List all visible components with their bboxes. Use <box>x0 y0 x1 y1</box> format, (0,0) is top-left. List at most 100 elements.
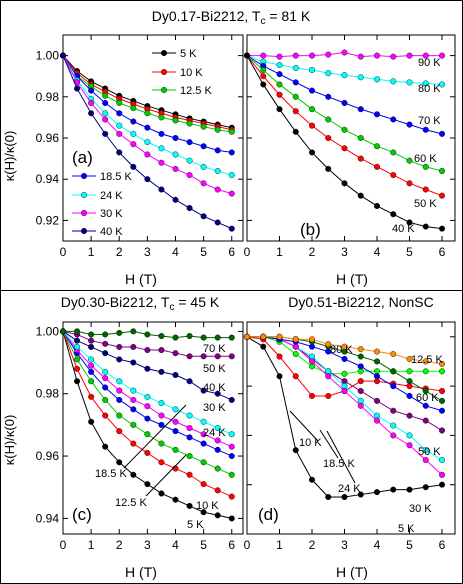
series-annotation: 80 K <box>418 83 441 95</box>
x-tick-label: 6 <box>228 538 235 552</box>
data-point <box>292 108 299 115</box>
data-point <box>158 145 165 152</box>
data-point <box>374 397 381 404</box>
series-line <box>246 55 443 85</box>
plot-frame <box>62 34 244 242</box>
data-point <box>374 489 381 496</box>
x-tick-label: 0 <box>60 538 67 552</box>
data-point <box>214 334 221 341</box>
legend-label: 10 K <box>180 67 203 79</box>
data-point <box>390 407 397 414</box>
data-point <box>116 459 123 466</box>
data-point <box>144 431 151 438</box>
data-point <box>357 388 364 395</box>
chart-panel-2: 0 1 2 3 4 5 6 0.94 0.96 0.98 1.00 (c) 5 K 10 K 12.5 K 1… <box>36 321 244 552</box>
panel-label: (d) <box>258 505 279 524</box>
data-point <box>406 378 413 385</box>
x-tick-label: 0 <box>244 538 251 552</box>
data-point <box>88 418 95 425</box>
data-point <box>200 334 207 341</box>
data-point <box>158 440 165 447</box>
y-tick-label: 0.92 <box>36 213 60 227</box>
data-point <box>186 157 193 164</box>
data-point <box>102 110 109 117</box>
x-tick-label: 3 <box>144 245 151 259</box>
data-point <box>130 406 137 413</box>
data-point <box>172 496 179 503</box>
data-point <box>102 99 109 106</box>
data-point <box>228 190 235 197</box>
series-line <box>246 55 443 135</box>
data-point <box>116 396 123 403</box>
data-point <box>172 151 179 158</box>
data-point <box>406 121 413 128</box>
data-point <box>406 368 413 375</box>
series-annotation: 90 K <box>418 57 441 69</box>
data-point <box>88 337 95 344</box>
data-point <box>422 80 429 87</box>
x-tick-label: 1 <box>276 538 283 552</box>
series-annotation: 5 K <box>398 523 415 535</box>
data-point <box>341 99 348 106</box>
data-point <box>158 347 165 354</box>
data-point <box>116 428 123 435</box>
data-point <box>390 53 397 60</box>
data-point <box>374 202 381 209</box>
data-point <box>214 437 221 444</box>
data-point <box>144 403 151 410</box>
series-annotation: 12.5 K <box>115 497 147 509</box>
data-point <box>116 122 123 129</box>
data-point <box>130 328 137 335</box>
data-point <box>276 53 283 60</box>
data-point <box>374 52 381 59</box>
data-point <box>390 78 397 85</box>
data-point <box>292 52 299 59</box>
data-point <box>214 186 221 193</box>
data-point <box>406 79 413 86</box>
xlabel-a: H (T) <box>125 271 157 287</box>
data-point <box>214 353 221 360</box>
data-point <box>200 481 207 488</box>
data-point <box>116 99 123 106</box>
data-point <box>88 378 95 385</box>
data-point <box>243 52 250 59</box>
legend-marker <box>80 209 87 216</box>
data-point <box>374 143 381 150</box>
data-point <box>325 70 332 77</box>
data-point <box>102 350 109 357</box>
data-point <box>406 157 413 164</box>
data-point <box>200 163 207 170</box>
ylabel-bottom: κ(H)/κ(0) <box>2 415 17 466</box>
data-point <box>309 358 316 365</box>
data-point <box>130 130 137 137</box>
data-point <box>439 52 446 59</box>
legend-marker <box>80 172 87 179</box>
data-point <box>276 71 283 78</box>
data-point <box>172 334 179 341</box>
data-point <box>309 122 316 129</box>
data-point <box>172 446 179 453</box>
data-point <box>276 61 283 68</box>
x-tick-label: 4 <box>172 538 179 552</box>
data-point <box>186 353 193 360</box>
data-point <box>158 421 165 428</box>
data-point <box>144 449 151 456</box>
x-tick-label: 2 <box>116 245 123 259</box>
data-point <box>130 118 137 125</box>
data-point <box>186 139 193 146</box>
ylabel-top: κ(H)/κ(0) <box>2 131 17 182</box>
data-point <box>325 134 332 141</box>
data-point <box>172 372 179 379</box>
data-point <box>228 515 235 522</box>
x-tick-label: 4 <box>374 245 381 259</box>
data-point <box>186 120 193 127</box>
panel-label: (c) <box>72 505 92 524</box>
x-tick-label: 4 <box>374 538 381 552</box>
data-point <box>390 422 397 429</box>
data-point <box>439 397 446 404</box>
data-point <box>158 459 165 466</box>
data-point <box>158 159 165 166</box>
data-point <box>102 116 109 123</box>
data-point <box>172 350 179 357</box>
data-point <box>325 341 332 348</box>
